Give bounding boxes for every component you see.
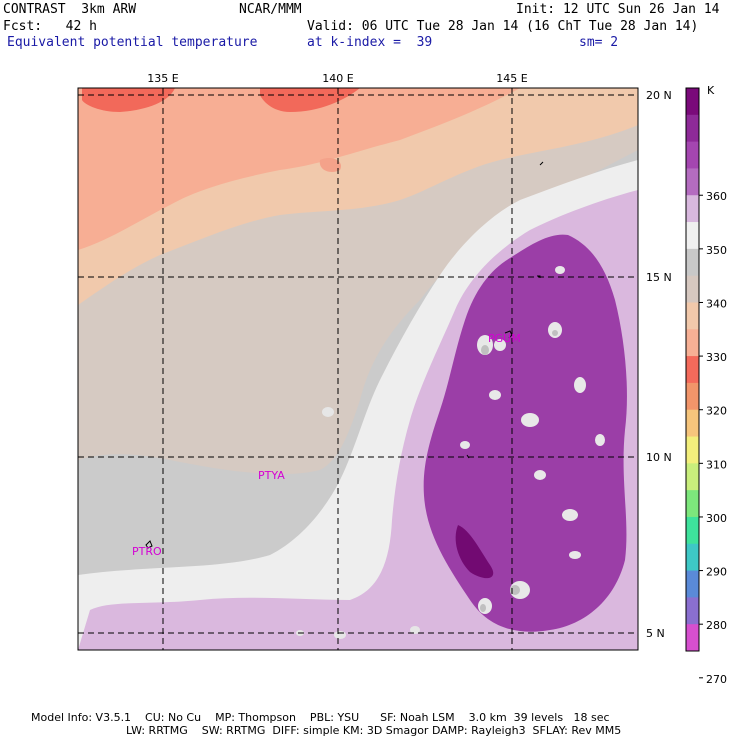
colorbar-label: 300 — [706, 512, 727, 525]
theta-e-field — [78, 88, 638, 650]
colorbar-swatch — [686, 275, 699, 303]
colorbar-unit: K — [707, 84, 715, 97]
station-ptro: PTRO — [132, 545, 162, 558]
colorbar-label: 320 — [706, 405, 727, 418]
graticule — [78, 88, 638, 650]
header-forecast: Fcst: 42 h — [3, 19, 97, 34]
colorbar-frame — [685, 87, 700, 652]
footer-physics-info: LW: RRTMG SW: RRTMG DIFF: simple KM: 3D … — [126, 724, 622, 737]
colorbar-label: 360 — [706, 190, 727, 203]
plot-frame — [77, 87, 639, 651]
colorbar-swatch — [686, 409, 699, 438]
colorbar-swatch — [686, 302, 699, 330]
station-ptya: PTYA — [258, 469, 285, 482]
colorbar-swatch — [686, 195, 699, 223]
colorbar-swatch — [686, 141, 699, 169]
colorbar-label: 270 — [706, 673, 727, 686]
colorbar-swatch — [686, 490, 699, 518]
colorbar-swatch — [686, 436, 699, 464]
colorbar-swatch — [686, 570, 699, 598]
colorbar-label: 310 — [706, 458, 727, 471]
colorbar — [685, 87, 703, 679]
colorbar-swatch — [686, 88, 699, 116]
lat-label-5n: 5 N — [646, 627, 665, 640]
colorbar-swatch — [686, 114, 699, 143]
colorbar-swatch — [686, 382, 699, 411]
lon-label-135e: 135 E — [147, 72, 178, 85]
colorbar-swatch — [686, 329, 699, 357]
colorbar-labels: 360 350 340 330 320 310 300 290 280 270 — [706, 190, 727, 686]
colorbar-swatch — [686, 463, 699, 491]
lat-label-10n: 10 N — [646, 451, 672, 464]
lat-label-15n: 15 N — [646, 271, 672, 284]
field-title: Equivalent potential temperature — [7, 35, 258, 50]
colorbar-swatch — [686, 516, 699, 545]
lon-label-140e: 140 E — [322, 72, 353, 85]
coastlines — [145, 161, 544, 549]
colorbar-swatch — [686, 543, 699, 572]
colorbar-swatch — [686, 624, 699, 652]
colorbar-label: 340 — [706, 297, 727, 310]
colorbar-swatch — [686, 356, 699, 384]
colorbar-label: 280 — [706, 619, 727, 632]
header-init: Init: 12 UTC Sun 26 Jan 14 — [516, 2, 720, 17]
field-smoothing: sm= 2 — [579, 35, 619, 50]
colorbar-swatch — [686, 168, 699, 196]
colorbar-label: 350 — [706, 244, 727, 257]
station-pgum: PGUM — [488, 332, 521, 345]
colorbar-label: 290 — [706, 566, 727, 579]
lat-label-20n: 20 N — [646, 89, 672, 102]
header-center: NCAR/MMM — [239, 2, 302, 17]
colorbar-swatch — [686, 597, 699, 625]
footer-model-info: Model Info: V3.5.1 CU: No Cu MP: Thompso… — [31, 711, 610, 724]
field-level: at k-index = 39 — [307, 35, 433, 50]
header-valid: Valid: 06 UTC Tue 28 Jan 14 (16 ChT Tue … — [307, 19, 699, 34]
lon-label-145e: 145 E — [496, 72, 527, 85]
header-model: CONTRAST 3km ARW — [3, 2, 137, 17]
colorbar-swatch — [686, 222, 699, 250]
colorbar-label: 330 — [706, 351, 727, 364]
colorbar-swatch — [686, 248, 699, 277]
